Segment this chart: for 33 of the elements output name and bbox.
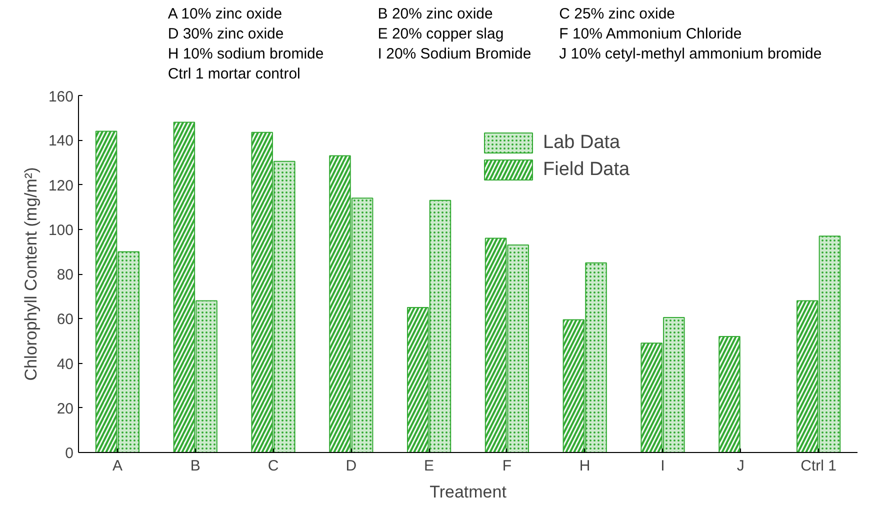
x-axis-title: Treatment <box>430 482 507 502</box>
x-tick-label: A <box>112 458 122 474</box>
text: I 20% Sodium Bromide <box>378 46 532 62</box>
text: E 20% copper slag <box>378 26 504 42</box>
x-tick-label: B <box>190 458 200 474</box>
y-axis-title: Chlorophyll Content (mg/m²) <box>21 167 40 381</box>
y-tick-label: 20 <box>56 400 74 418</box>
text: F 10% Ammonium Chloride <box>559 26 742 42</box>
text: C 25% zinc oxide <box>559 6 676 22</box>
text: A 10% zinc oxide <box>168 6 282 22</box>
x-tick-label: D <box>346 458 357 474</box>
y-tick-label: 80 <box>56 266 74 284</box>
legend-label: Field Data <box>543 158 630 180</box>
y-tick-label: 100 <box>48 222 74 239</box>
y-tick-label: 60 <box>56 311 74 328</box>
x-tick-label: I <box>660 458 665 474</box>
x-tick-label: Ctrl 1 <box>800 458 836 474</box>
y-tick-label: 0 <box>65 445 74 462</box>
x-tick-label: H <box>579 458 590 474</box>
y-tick-label: 140 <box>48 132 74 150</box>
text: J 10% cetyl-methyl ammonium bromide <box>559 46 822 62</box>
y-tick-label: 160 <box>48 88 74 106</box>
x-tick-label: J <box>736 458 744 474</box>
x-tick-label: E <box>424 458 434 474</box>
text: H 10% sodium bromide <box>168 46 324 62</box>
y-tick-label: 40 <box>56 356 74 373</box>
x-tick-label: F <box>502 458 512 474</box>
text: D 30% zinc oxide <box>168 26 284 42</box>
x-tick-label: C <box>268 458 279 474</box>
text: B 20% zinc oxide <box>378 6 493 22</box>
text: Ctrl 1 mortar control <box>168 66 300 82</box>
legend-label: Lab Data <box>543 132 620 154</box>
y-tick-label: 120 <box>48 177 74 194</box>
